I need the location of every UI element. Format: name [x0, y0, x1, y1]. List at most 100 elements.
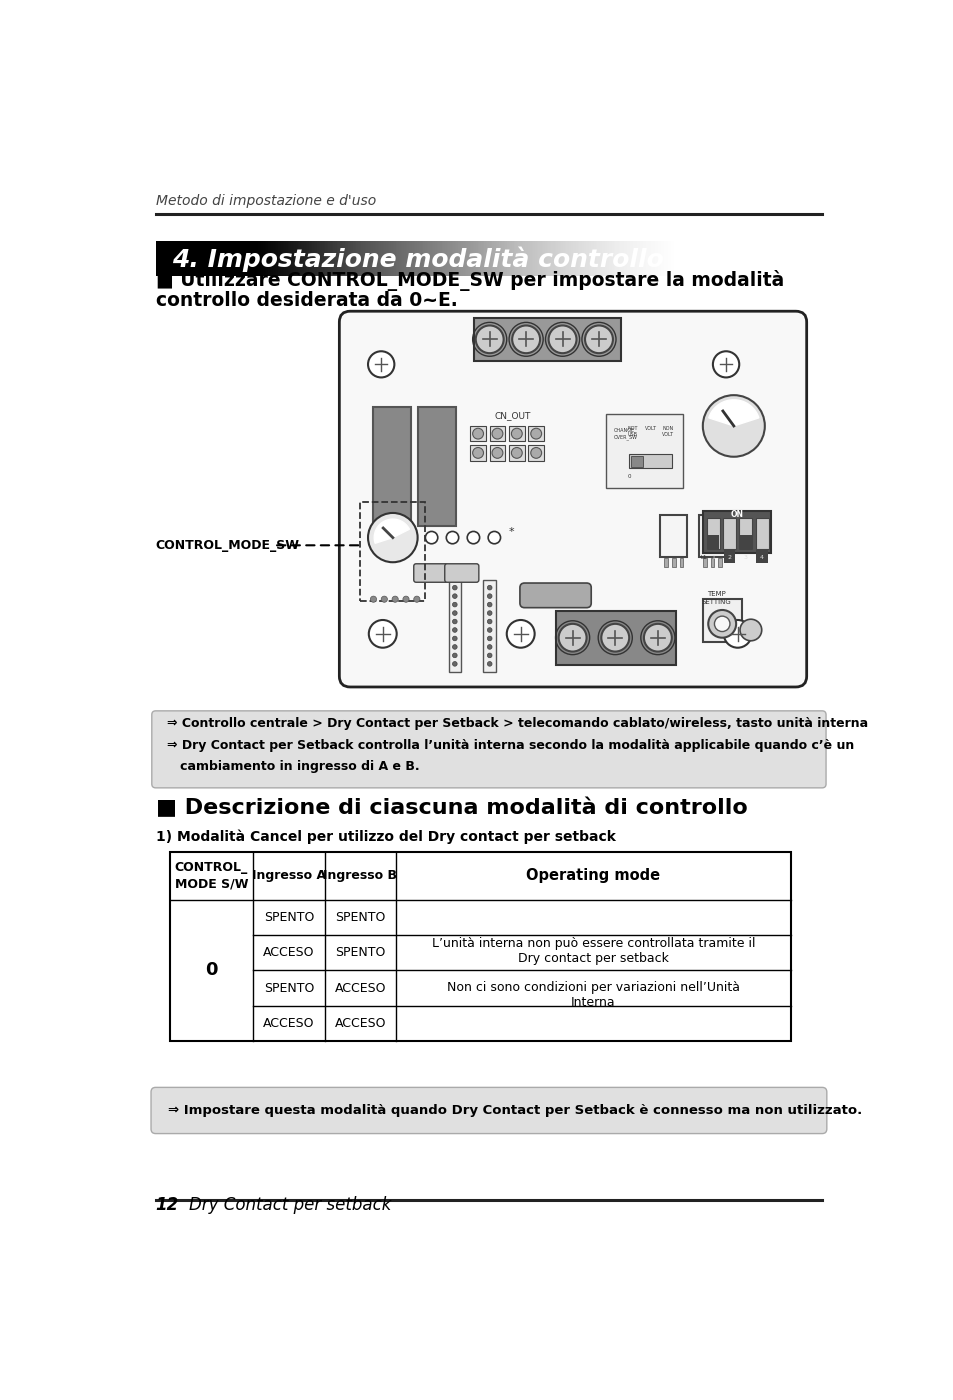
Text: cambiamento in ingresso di A e B.: cambiamento in ingresso di A e B. [167, 760, 419, 773]
Circle shape [452, 662, 456, 666]
Text: 0: 0 [627, 473, 631, 479]
Text: Ingresso A: Ingresso A [252, 869, 326, 882]
Bar [659, 515, 686, 557]
Circle shape [370, 596, 376, 602]
Text: ACCESO: ACCESO [263, 946, 314, 959]
Circle shape [506, 620, 534, 648]
Text: *: * [509, 528, 515, 538]
Circle shape [452, 644, 456, 650]
Bar [723, 549, 735, 563]
Circle shape [643, 624, 671, 651]
Bar [489, 426, 505, 441]
Bar [509, 445, 524, 461]
Text: Dry contact per setback: Dry contact per setback [517, 952, 668, 965]
Bar [474, 318, 620, 360]
Text: ON: ON [730, 510, 742, 519]
Circle shape [467, 532, 479, 543]
Circle shape [512, 325, 539, 353]
Circle shape [487, 662, 492, 666]
Circle shape [712, 351, 739, 378]
Bar [722, 518, 736, 549]
Text: SPENTO: SPENTO [335, 911, 385, 924]
Text: ⇒ Controllo centrale > Dry Contact per Setback > telecomando cablato/wireless, t: ⇒ Controllo centrale > Dry Contact per S… [167, 717, 867, 731]
Text: SPENTO: SPENTO [335, 946, 385, 959]
Text: Operating mode: Operating mode [526, 868, 659, 883]
Circle shape [452, 619, 456, 624]
Circle shape [425, 532, 437, 543]
Bar [470, 445, 485, 461]
FancyBboxPatch shape [519, 582, 591, 608]
Text: 2: 2 [727, 556, 731, 560]
Text: L’unità interna non può essere controllata tramite il: L’unità interna non può essere controlla… [432, 937, 755, 949]
Circle shape [476, 325, 503, 353]
Text: Non ci sono condizioni per variazioni nell’Unità: Non ci sono condizioni per variazioni ne… [447, 981, 740, 994]
Text: ⇒ Impostare questa modalità quando Dry Contact per Setback è connesso ma non uti: ⇒ Impostare questa modalità quando Dry C… [168, 1105, 862, 1117]
Bar [489, 445, 505, 461]
Circle shape [452, 594, 456, 598]
Text: 3: 3 [743, 556, 747, 560]
Bar [707, 535, 719, 549]
Circle shape [472, 428, 483, 440]
Bar [630, 456, 642, 466]
Bar [418, 406, 456, 526]
Text: ■ Descrizione di ciascuna modalità di controllo: ■ Descrizione di ciascuna modalità di co… [155, 798, 746, 819]
Text: ⇒ Dry Contact per Setback controlla l’unità interna secondo la modalità applicab: ⇒ Dry Contact per Setback controlla l’un… [167, 739, 854, 752]
Text: NON
VOLT: NON VOLT [661, 426, 674, 437]
Circle shape [548, 325, 576, 353]
Text: Interna: Interna [571, 997, 616, 1009]
Circle shape [511, 428, 521, 440]
Text: CHANGE
OVER_SW: CHANGE OVER_SW [613, 428, 637, 440]
Circle shape [487, 652, 492, 658]
Circle shape [487, 619, 492, 624]
Polygon shape [374, 519, 409, 543]
Bar [528, 426, 543, 441]
Circle shape [487, 602, 492, 608]
Bar [470, 426, 485, 441]
Text: ACCESO: ACCESO [335, 1016, 386, 1030]
Text: Ingresso B: Ingresso B [323, 869, 396, 882]
Text: SPENTO: SPENTO [264, 911, 314, 924]
Circle shape [368, 512, 417, 563]
Bar [629, 455, 671, 468]
Text: TEMP
SETTING: TEMP SETTING [701, 591, 731, 605]
Circle shape [530, 448, 541, 458]
Circle shape [488, 532, 500, 543]
Text: Dry Contact per setback: Dry Contact per setback [189, 1196, 391, 1214]
Text: Metodo di impostazione e d'uso: Metodo di impostazione e d'uso [155, 195, 375, 209]
Text: ■ Utilizzare CONTROL_MODE_SW per impostare la modalità: ■ Utilizzare CONTROL_MODE_SW per imposta… [155, 270, 783, 291]
Circle shape [452, 610, 456, 616]
Text: 1: 1 [711, 556, 715, 560]
Bar [755, 518, 768, 549]
Circle shape [492, 448, 502, 458]
Circle shape [369, 620, 396, 648]
Bar [671, 557, 675, 567]
Circle shape [723, 620, 751, 648]
Circle shape [368, 351, 394, 378]
Circle shape [740, 619, 760, 641]
Circle shape [702, 395, 764, 456]
Circle shape [446, 532, 458, 543]
Bar [739, 518, 752, 549]
Bar [555, 610, 675, 665]
Bar [448, 580, 460, 672]
FancyBboxPatch shape [444, 564, 478, 582]
Bar [170, 851, 790, 1042]
Bar [509, 426, 524, 441]
Text: 4. Impostazione modalità controllo: 4. Impostazione modalità controllo [172, 246, 663, 272]
Bar [483, 580, 496, 672]
FancyBboxPatch shape [151, 1088, 826, 1134]
Text: CN_OUT: CN_OUT [495, 412, 531, 420]
Text: CONTROL_MODE_SW: CONTROL_MODE_SW [155, 539, 299, 552]
Circle shape [452, 636, 456, 641]
Circle shape [707, 610, 736, 638]
Bar [528, 445, 543, 461]
FancyBboxPatch shape [152, 711, 825, 788]
Text: NOT
USB: NOT USB [627, 426, 638, 437]
Bar [718, 557, 721, 567]
Circle shape [584, 325, 612, 353]
Text: 4: 4 [760, 556, 763, 560]
Text: L1: L1 [700, 556, 706, 560]
FancyBboxPatch shape [339, 311, 806, 687]
Text: 12: 12 [155, 1196, 179, 1214]
Circle shape [714, 616, 729, 631]
